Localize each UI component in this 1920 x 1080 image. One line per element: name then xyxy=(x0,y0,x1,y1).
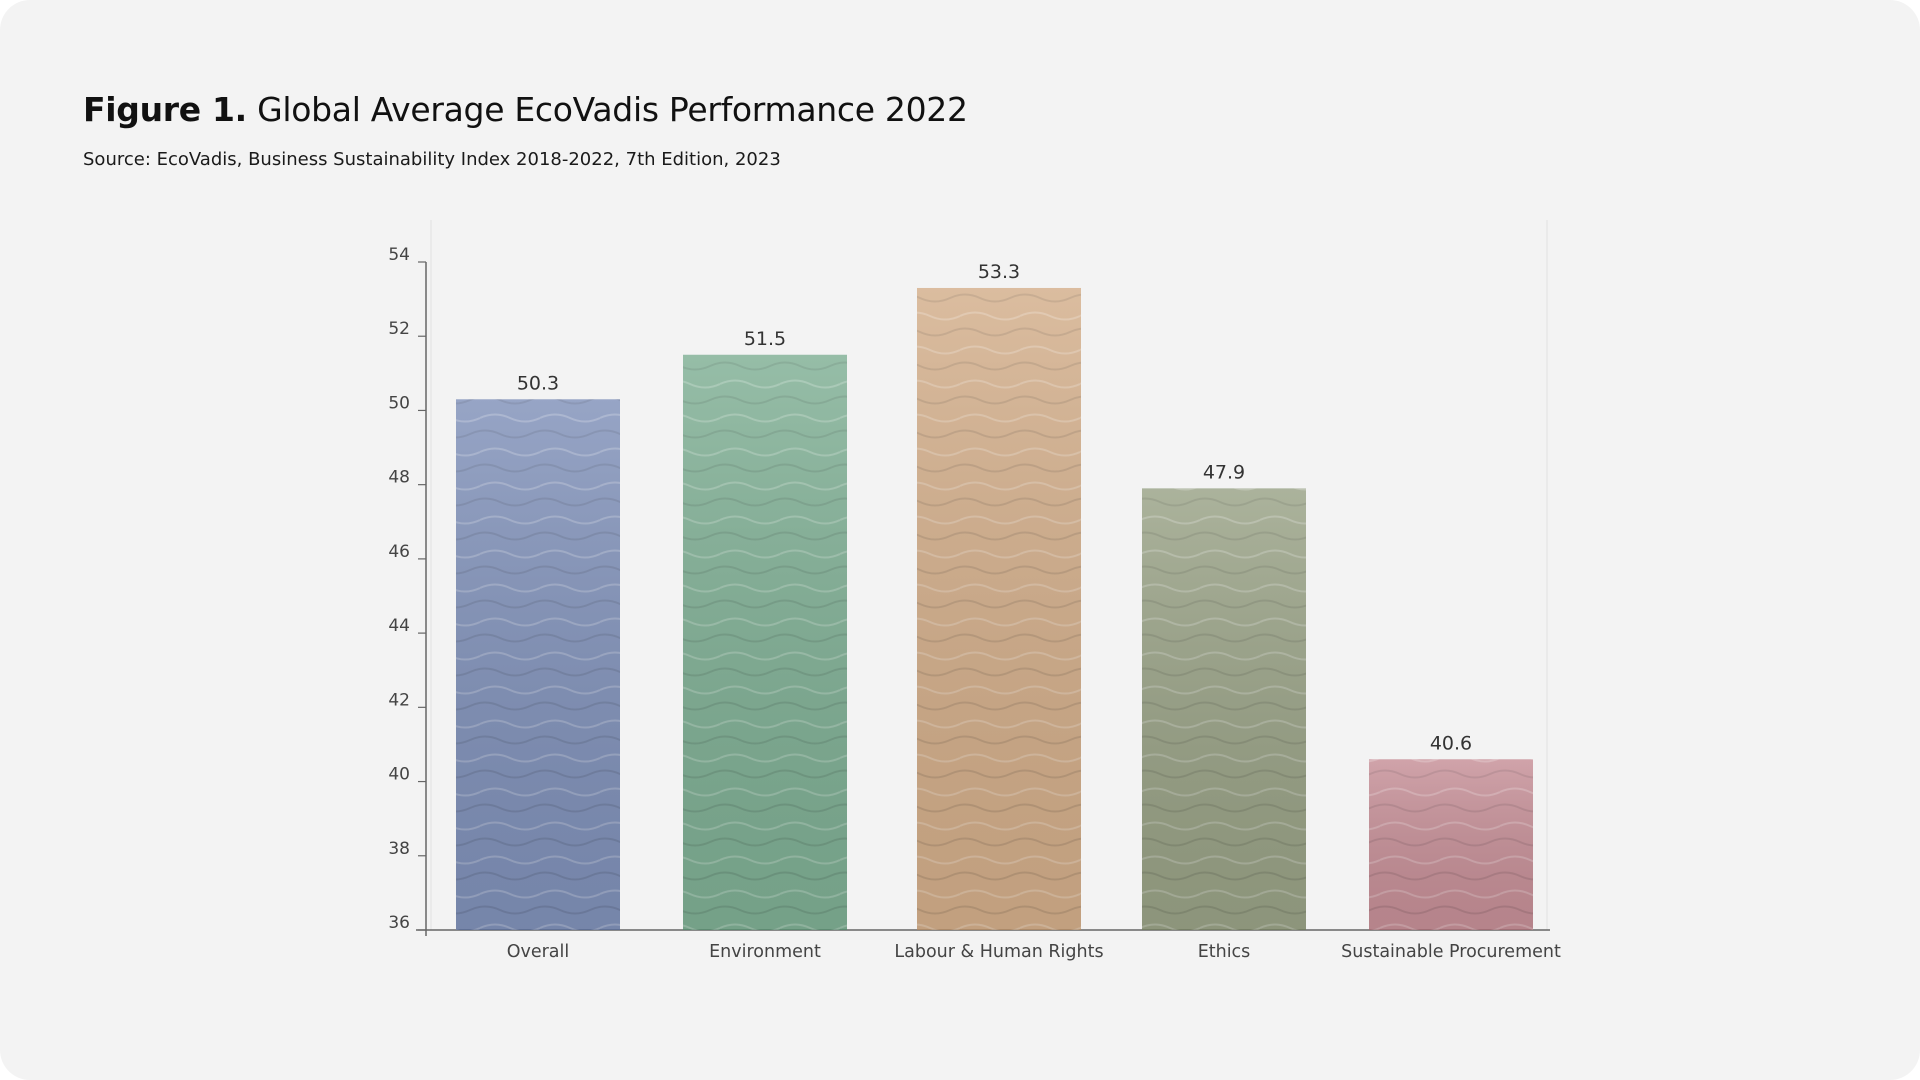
bar-group xyxy=(456,399,620,930)
y-tick-label: 40 xyxy=(388,765,410,785)
y-tick-label: 54 xyxy=(388,245,410,265)
bar-shade xyxy=(456,399,620,930)
bar-shade xyxy=(683,354,847,930)
bar-group xyxy=(683,354,847,930)
bar-shade xyxy=(917,287,1081,930)
source-note: Source: EcoVadis, Business Sustainabilit… xyxy=(83,149,781,170)
y-tick-label: 36 xyxy=(388,913,410,933)
figure-title: Figure 1. Global Average EcoVadis Perfor… xyxy=(83,90,968,129)
y-tick-label: 42 xyxy=(388,690,410,710)
category-label: Ethics xyxy=(1198,942,1251,962)
data-label: 53.3 xyxy=(978,261,1020,283)
category-label: Labour & Human Rights xyxy=(894,942,1103,962)
bar-shade xyxy=(1142,488,1306,930)
category-label: Environment xyxy=(709,942,821,962)
chart-labels: 50.3 Overall 51.5 Environment 53.3 Labour & H… xyxy=(507,261,1561,962)
bar-group xyxy=(917,287,1081,930)
y-tick-label: 46 xyxy=(388,542,410,562)
bar-group xyxy=(1142,488,1306,930)
y-tick-label: 52 xyxy=(388,319,410,339)
chart-title: Global Average EcoVadis Performance 2022 xyxy=(257,90,968,129)
y-tick-label: 48 xyxy=(388,468,410,488)
bar-group xyxy=(1369,759,1533,930)
data-label: 47.9 xyxy=(1203,461,1245,483)
y-tick-label: 44 xyxy=(388,616,410,636)
y-tick-label: 38 xyxy=(388,839,410,859)
bar-shade xyxy=(1369,759,1533,930)
chart-bars xyxy=(456,287,1533,930)
data-label: 40.6 xyxy=(1430,732,1472,754)
category-label: Sustainable Procurement xyxy=(1341,942,1561,962)
data-label: 51.5 xyxy=(744,328,786,350)
figure-label: Figure 1. xyxy=(83,90,247,129)
y-tick-label: 50 xyxy=(388,393,410,413)
category-label: Overall xyxy=(507,942,570,962)
data-label: 50.3 xyxy=(517,372,559,394)
